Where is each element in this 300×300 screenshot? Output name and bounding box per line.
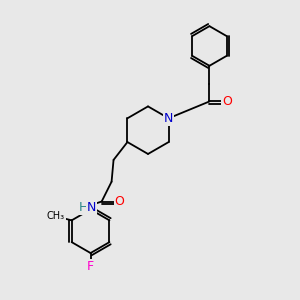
Text: O: O: [222, 95, 232, 108]
Text: N: N: [164, 112, 173, 125]
Text: O: O: [115, 195, 124, 208]
Text: CH₃: CH₃: [47, 212, 65, 221]
Text: H: H: [79, 201, 88, 214]
Text: F: F: [87, 260, 94, 273]
Text: N: N: [87, 201, 96, 214]
